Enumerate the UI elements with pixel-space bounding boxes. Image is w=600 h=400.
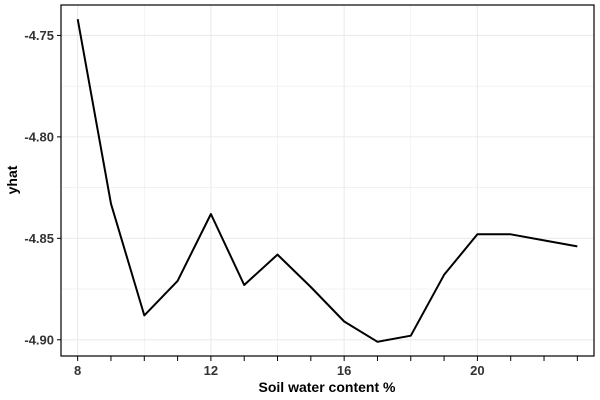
x-tick-label: 16 xyxy=(337,363,351,378)
y-tick-label: -4.90 xyxy=(24,332,54,347)
series-group xyxy=(76,19,578,343)
y-axis-ticks: -4.75 -4.80 -4.85 -4.90 xyxy=(24,28,61,347)
grid xyxy=(61,5,594,356)
y-tick-label: -4.80 xyxy=(24,129,54,144)
y-tick-label: -4.75 xyxy=(24,28,54,43)
y-axis-title: yhat xyxy=(4,165,20,194)
series-line xyxy=(76,19,578,343)
y-tick-label: -4.85 xyxy=(24,231,54,246)
x-axis-title: Soil water content % xyxy=(259,379,396,395)
x-axis-ticks: 8 12 16 20 xyxy=(74,356,578,378)
x-tick-label: 8 xyxy=(74,363,81,378)
panel-border xyxy=(60,4,595,357)
x-tick-label: 12 xyxy=(204,363,218,378)
x-tick-label: 20 xyxy=(470,363,484,378)
